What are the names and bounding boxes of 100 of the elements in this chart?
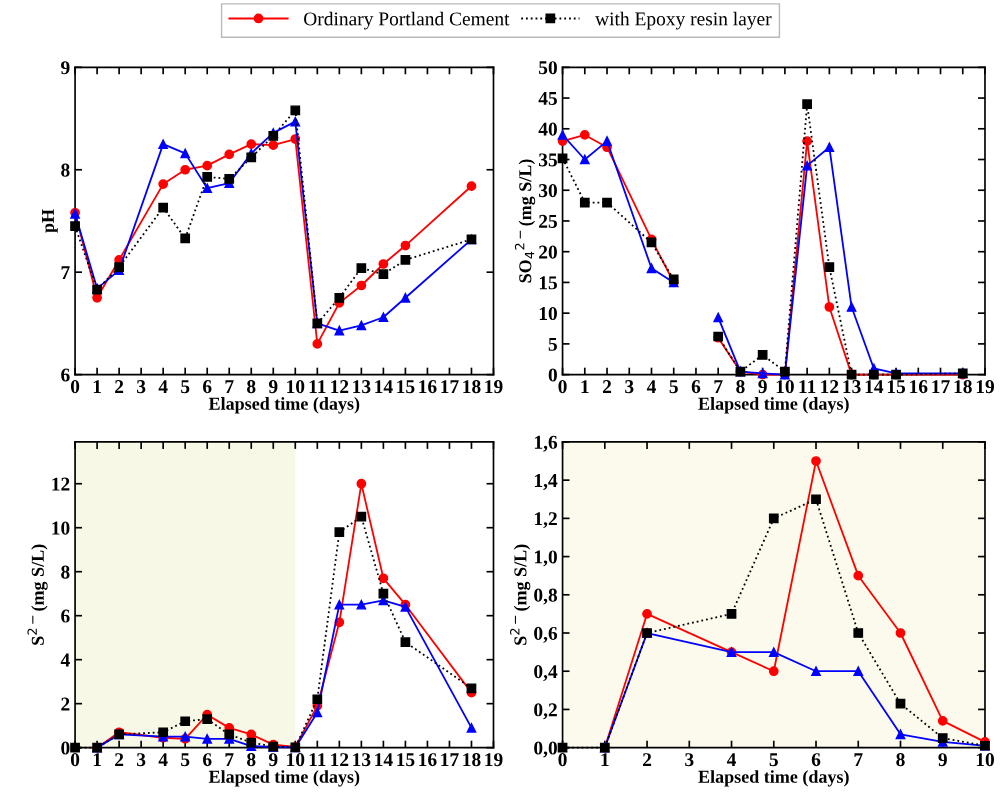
x-tick-label: 2 <box>115 380 124 393</box>
x-tick-label: 1 <box>581 380 589 393</box>
x-tick-label: 16 <box>419 753 437 767</box>
x-tick-label: 10 <box>287 753 305 767</box>
y-tick-label: 8 <box>61 565 70 579</box>
x-tick-label: 7 <box>714 380 723 393</box>
x-tick-label: 4 <box>726 753 737 766</box>
x-tick-label: 8 <box>247 753 256 767</box>
x-tick-label: 13 <box>353 753 371 767</box>
x-tick-label: 15 <box>397 380 415 394</box>
x-axis-title: Elapsed time (days) <box>698 397 849 414</box>
x-tick-label: 12 <box>331 753 349 766</box>
x-tick-label: 1 <box>93 380 101 393</box>
x-tick-label: 4 <box>158 753 168 766</box>
x-tick-label: 19 <box>485 753 503 767</box>
x-axis-title: Elapsed time (days) <box>208 770 360 787</box>
y-tick-label: 1,2 <box>534 512 557 529</box>
x-tick-label: 14 <box>865 380 884 393</box>
y-tick-label: 10 <box>539 306 557 321</box>
x-tick-label: 9 <box>268 380 278 394</box>
x-tick-label: 0 <box>558 380 567 394</box>
x-tick-label: 0 <box>558 753 567 767</box>
y-tick-label: 1,0 <box>534 550 557 567</box>
y-tick-label: 0 <box>548 368 557 382</box>
y-tick-label: 20 <box>539 245 557 259</box>
y-tick-label: 4 <box>60 653 70 667</box>
x-tick-label: 3 <box>137 380 146 394</box>
x-tick-label: 13 <box>353 380 371 394</box>
x-tick-label: 14 <box>375 380 393 393</box>
x-tick-label: 2 <box>602 380 612 393</box>
x-tick-label: 17 <box>441 380 459 393</box>
x-tick-label: 18 <box>463 753 481 767</box>
legend-label: with Epoxy resin layer <box>595 11 772 30</box>
x-tick-label: 16 <box>419 380 437 394</box>
x-tick-label: 1 <box>93 753 101 766</box>
y-axis-title: pH <box>42 209 58 233</box>
x-tick-label: 4 <box>158 380 168 393</box>
x-tick-label: 5 <box>181 753 190 767</box>
y-axis-title: S$^{2−}$(mg S/L) <box>27 544 48 645</box>
x-tick-label: 10 <box>287 380 305 394</box>
x-tick-label: 18 <box>463 380 481 394</box>
y-tick-label: 7 <box>61 266 70 279</box>
x-tick-label: 10 <box>976 753 994 767</box>
y-tick-label: 6 <box>61 368 70 382</box>
x-tick-label: 0 <box>70 380 80 394</box>
x-tick-label: 9 <box>758 380 767 394</box>
x-tick-label: 19 <box>485 380 503 394</box>
x-tick-label: 10 <box>776 380 794 394</box>
x-tick-label: 5 <box>181 380 190 394</box>
x-tick-label: 12 <box>331 380 349 393</box>
x-tick-label: 4 <box>646 380 656 393</box>
y-tick-label: 40 <box>538 122 557 136</box>
x-tick-label: 11 <box>309 753 326 766</box>
x-tick-label: 17 <box>932 380 950 393</box>
x-tick-label: 7 <box>854 753 863 766</box>
y-tick-label: 25 <box>539 214 557 228</box>
x-tick-label: 7 <box>225 753 234 766</box>
x-tick-label: 6 <box>691 380 701 394</box>
x-tick-label: 5 <box>769 753 778 767</box>
x-tick-label: 1 <box>601 753 609 766</box>
x-tick-label: 5 <box>669 380 678 394</box>
y-tick-label: 50 <box>539 61 557 75</box>
x-tick-label: 11 <box>799 380 816 393</box>
x-tick-label: 13 <box>843 380 861 394</box>
y-axis-title: SO$_{4}$$^{2−}$(mg S/L) <box>514 159 536 283</box>
x-tick-label: 11 <box>309 380 326 393</box>
y-tick-label: 45 <box>538 92 557 105</box>
x-tick-label: 3 <box>685 753 694 767</box>
x-tick-label: 15 <box>397 753 415 767</box>
x-tick-label: 8 <box>896 753 905 767</box>
x-tick-label: 9 <box>268 753 278 767</box>
y-tick-label: 6 <box>61 609 70 623</box>
x-axis-title: Elapsed time (days) <box>208 397 360 414</box>
x-tick-label: 7 <box>225 380 234 393</box>
y-tick-label: 5 <box>548 337 557 351</box>
x-tick-label: 3 <box>137 753 146 767</box>
x-tick-label: 6 <box>811 753 821 767</box>
y-tick-label: 0,4 <box>534 665 558 681</box>
x-tick-label: 19 <box>976 380 994 394</box>
y-tick-label: 9 <box>61 61 70 75</box>
x-tick-label: 6 <box>203 753 212 767</box>
x-tick-label: 2 <box>643 753 652 766</box>
y-tick-label: 30 <box>538 184 557 198</box>
x-tick-label: 2 <box>115 753 124 766</box>
y-tick-label: 1,6 <box>534 435 558 452</box>
x-tick-label: 3 <box>625 380 634 394</box>
x-axis-title: Elapsed time (days) <box>698 770 849 787</box>
x-tick-label: 17 <box>441 753 459 766</box>
legend-label: Ordinary Portland Cement <box>304 11 510 30</box>
y-axis-title: S$^{2−}$(mg S/L) <box>510 544 531 645</box>
x-tick-label: 8 <box>736 380 745 394</box>
y-tick-label: 0,6 <box>534 626 558 643</box>
y-tick-label: 0,0 <box>534 741 557 758</box>
y-tick-label: 0 <box>61 741 70 755</box>
x-tick-label: 0 <box>70 753 80 767</box>
x-tick-label: 14 <box>375 753 393 766</box>
x-tick-label: 12 <box>821 380 839 393</box>
x-tick-label: 15 <box>887 380 906 394</box>
y-tick-label: 0,2 <box>534 703 557 720</box>
x-tick-label: 9 <box>938 753 947 767</box>
